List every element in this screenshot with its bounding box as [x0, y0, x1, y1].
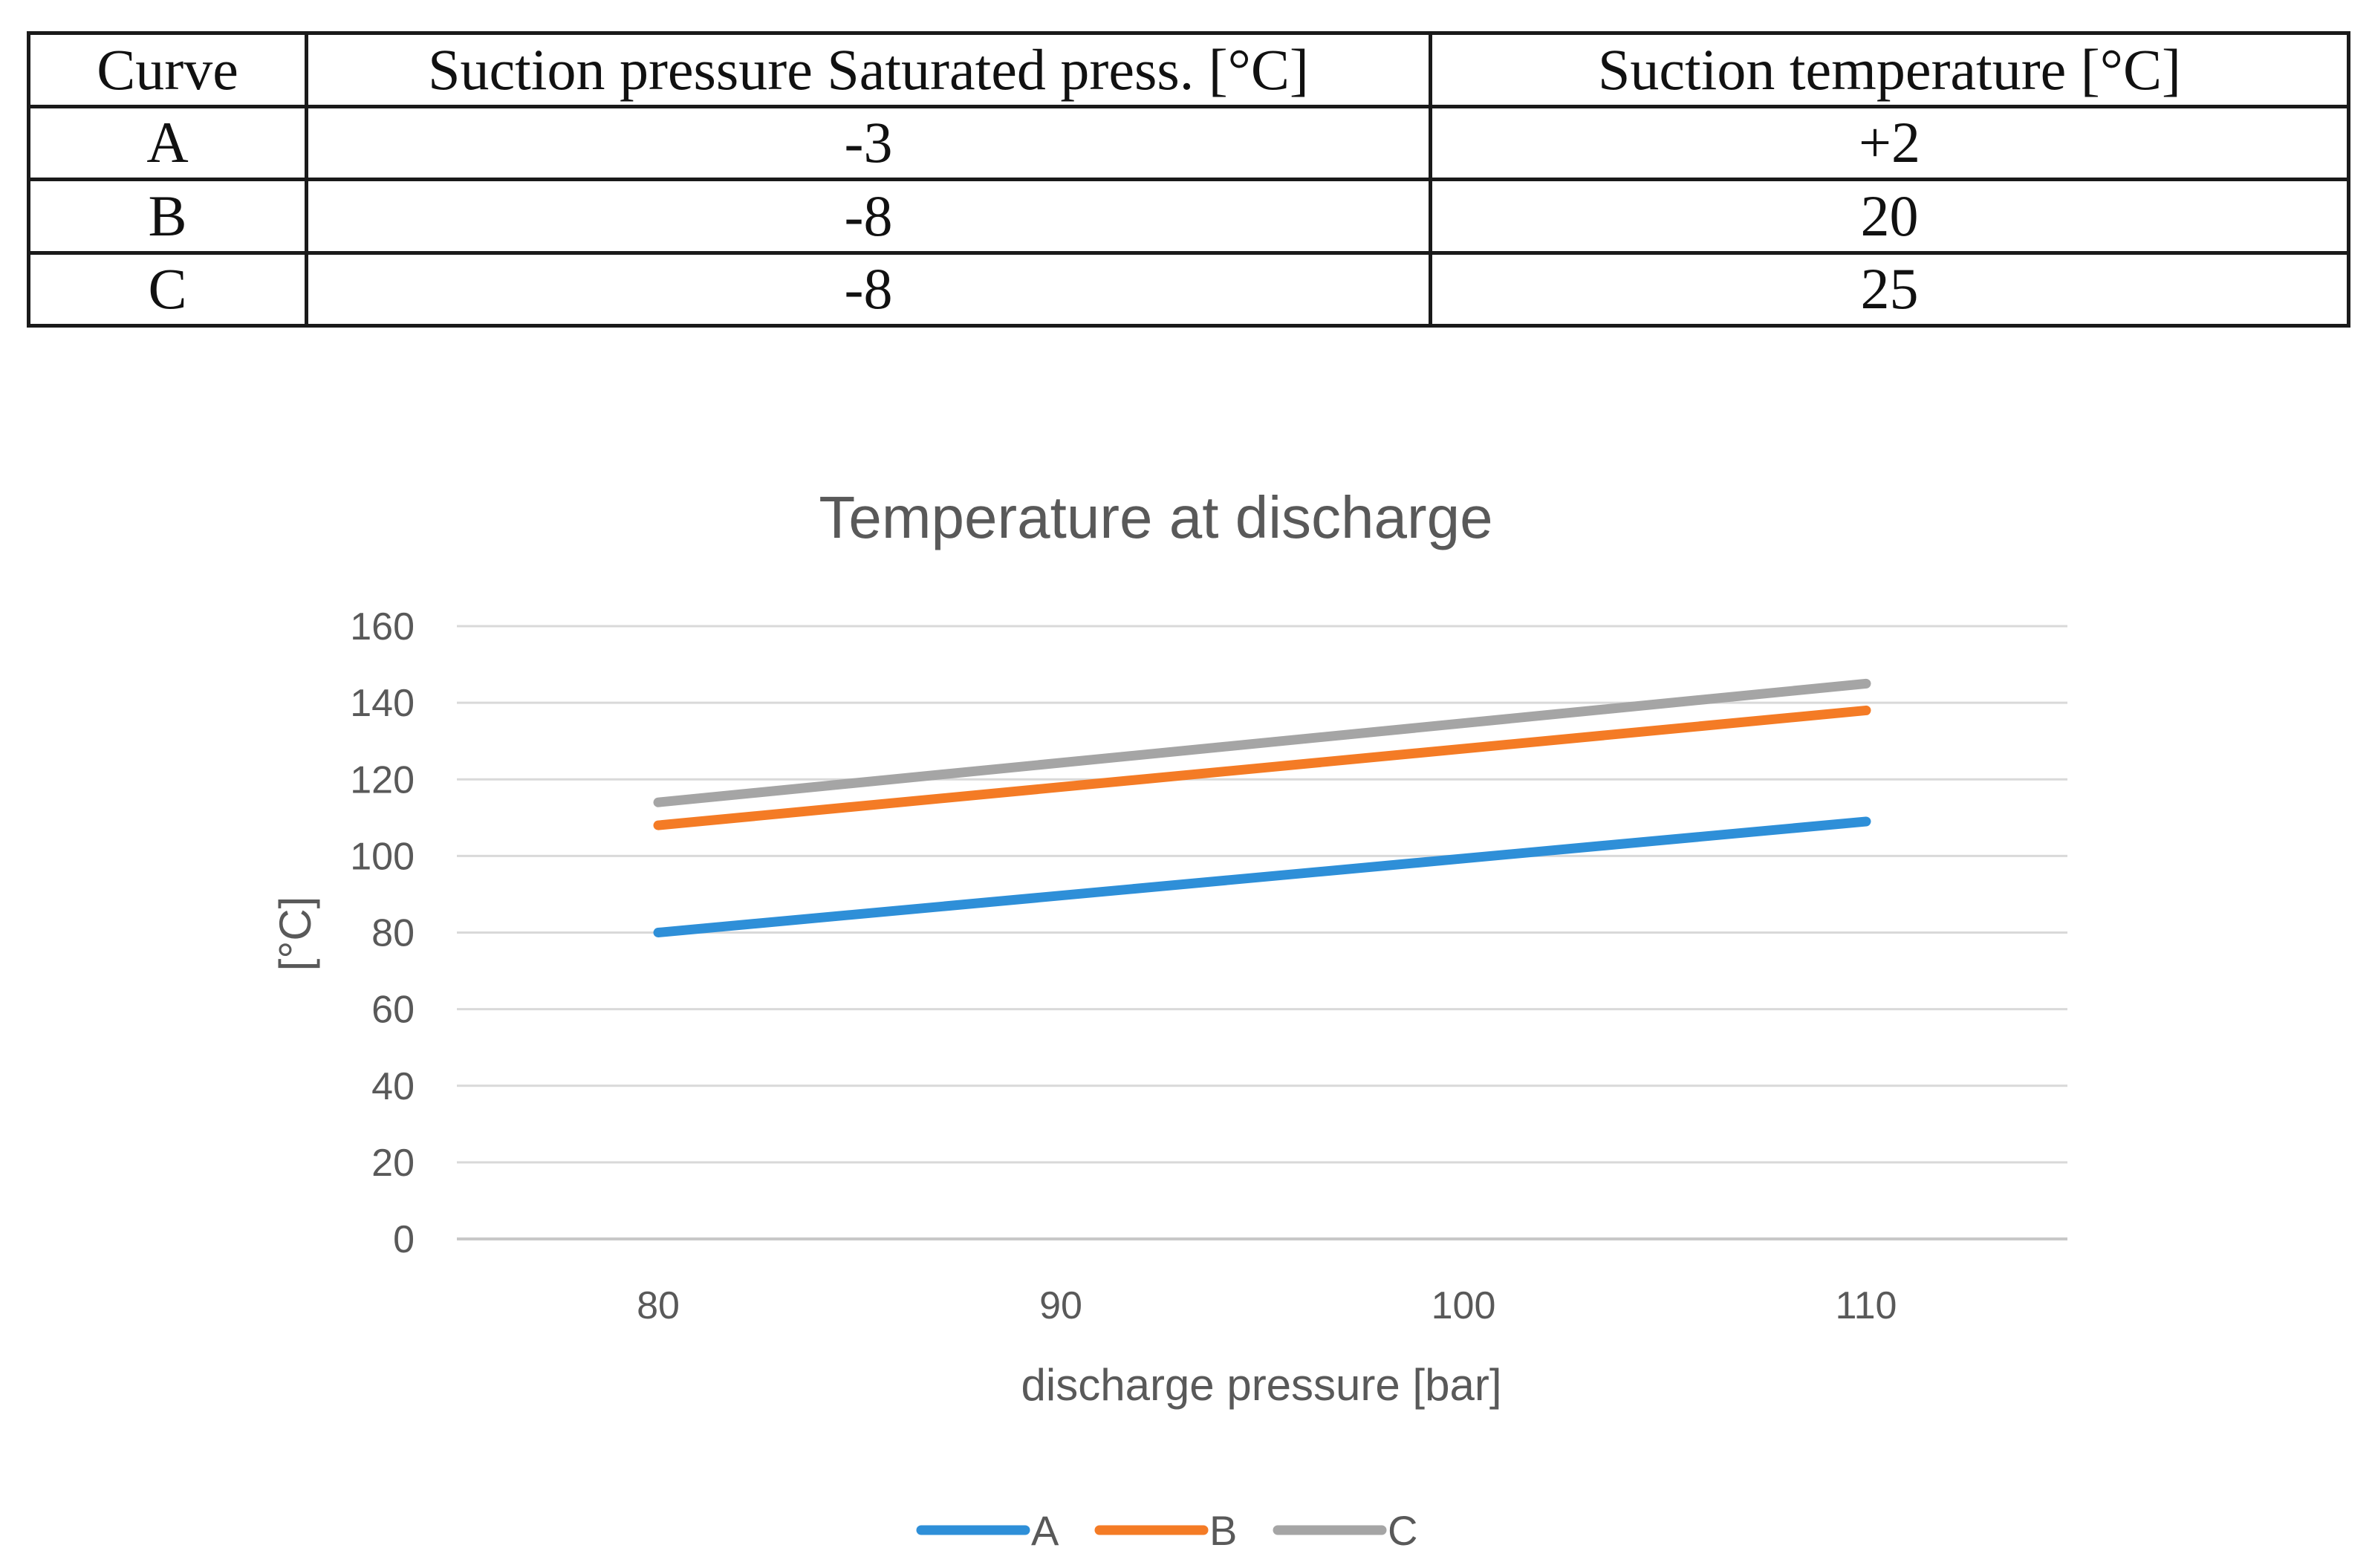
y-tick-label: 100	[350, 835, 415, 878]
series-line-b	[653, 705, 1871, 830]
cell-suction-temperature: +2	[1429, 104, 2350, 181]
header-suction-pressure: Suction pressure Saturated press. [°C]	[305, 31, 1432, 108]
x-tick-label: 100	[1432, 1284, 1496, 1327]
cell-suction-temperature: 20	[1429, 178, 2350, 255]
legend-label-b: B	[1209, 1507, 1237, 1554]
legend-label-a: A	[1031, 1507, 1059, 1554]
curve-spec-table: Curve Suction pressure Saturated press. …	[27, 31, 2350, 328]
cell-suction-temperature: 25	[1429, 250, 2350, 328]
header-curve: Curve	[27, 31, 308, 108]
x-tick-labels: 80 90 100 110	[637, 1284, 1897, 1327]
cell-curve: C	[27, 250, 308, 328]
y-axis-title: [°C]	[270, 897, 320, 972]
cell-suction-pressure: -3	[305, 104, 1432, 181]
y-tick-label: 40	[371, 1065, 415, 1108]
y-tick-label: 80	[371, 912, 415, 955]
series-line-a	[653, 816, 1871, 937]
chart-legend: A B C	[916, 1507, 1417, 1554]
y-tick-label: 160	[350, 605, 415, 648]
chart-title: Temperature at discharge	[819, 484, 1492, 550]
cell-curve: B	[27, 178, 308, 255]
gridlines	[457, 625, 2067, 1240]
x-tick-label: 90	[1039, 1284, 1082, 1327]
y-tick-label: 120	[350, 758, 415, 801]
header-suction-temperature: Suction temperature [°C]	[1429, 31, 2350, 108]
series-line-c	[653, 678, 1871, 807]
y-tick-labels: 0 20 40 60 80 100 120 140 160	[350, 605, 415, 1261]
x-tick-label: 110	[1836, 1284, 1897, 1327]
y-tick-label: 140	[350, 682, 415, 725]
series-lines	[653, 678, 1871, 937]
table-row: C -8 25	[27, 250, 2350, 328]
x-tick-label: 80	[637, 1284, 680, 1327]
table-row: B -8 20	[27, 178, 2350, 255]
cell-suction-pressure: -8	[305, 250, 1432, 328]
cell-suction-pressure: -8	[305, 178, 1432, 255]
cell-curve: A	[27, 104, 308, 181]
legend-label-c: C	[1388, 1507, 1417, 1554]
table-header-row: Curve Suction pressure Saturated press. …	[27, 31, 2350, 108]
y-tick-label: 60	[371, 989, 415, 1032]
table-row: A -3 +2	[27, 104, 2350, 181]
y-tick-label: 0	[393, 1218, 415, 1261]
x-axis-title: discharge pressure [bar]	[1021, 1360, 1502, 1410]
y-tick-label: 20	[371, 1142, 415, 1185]
